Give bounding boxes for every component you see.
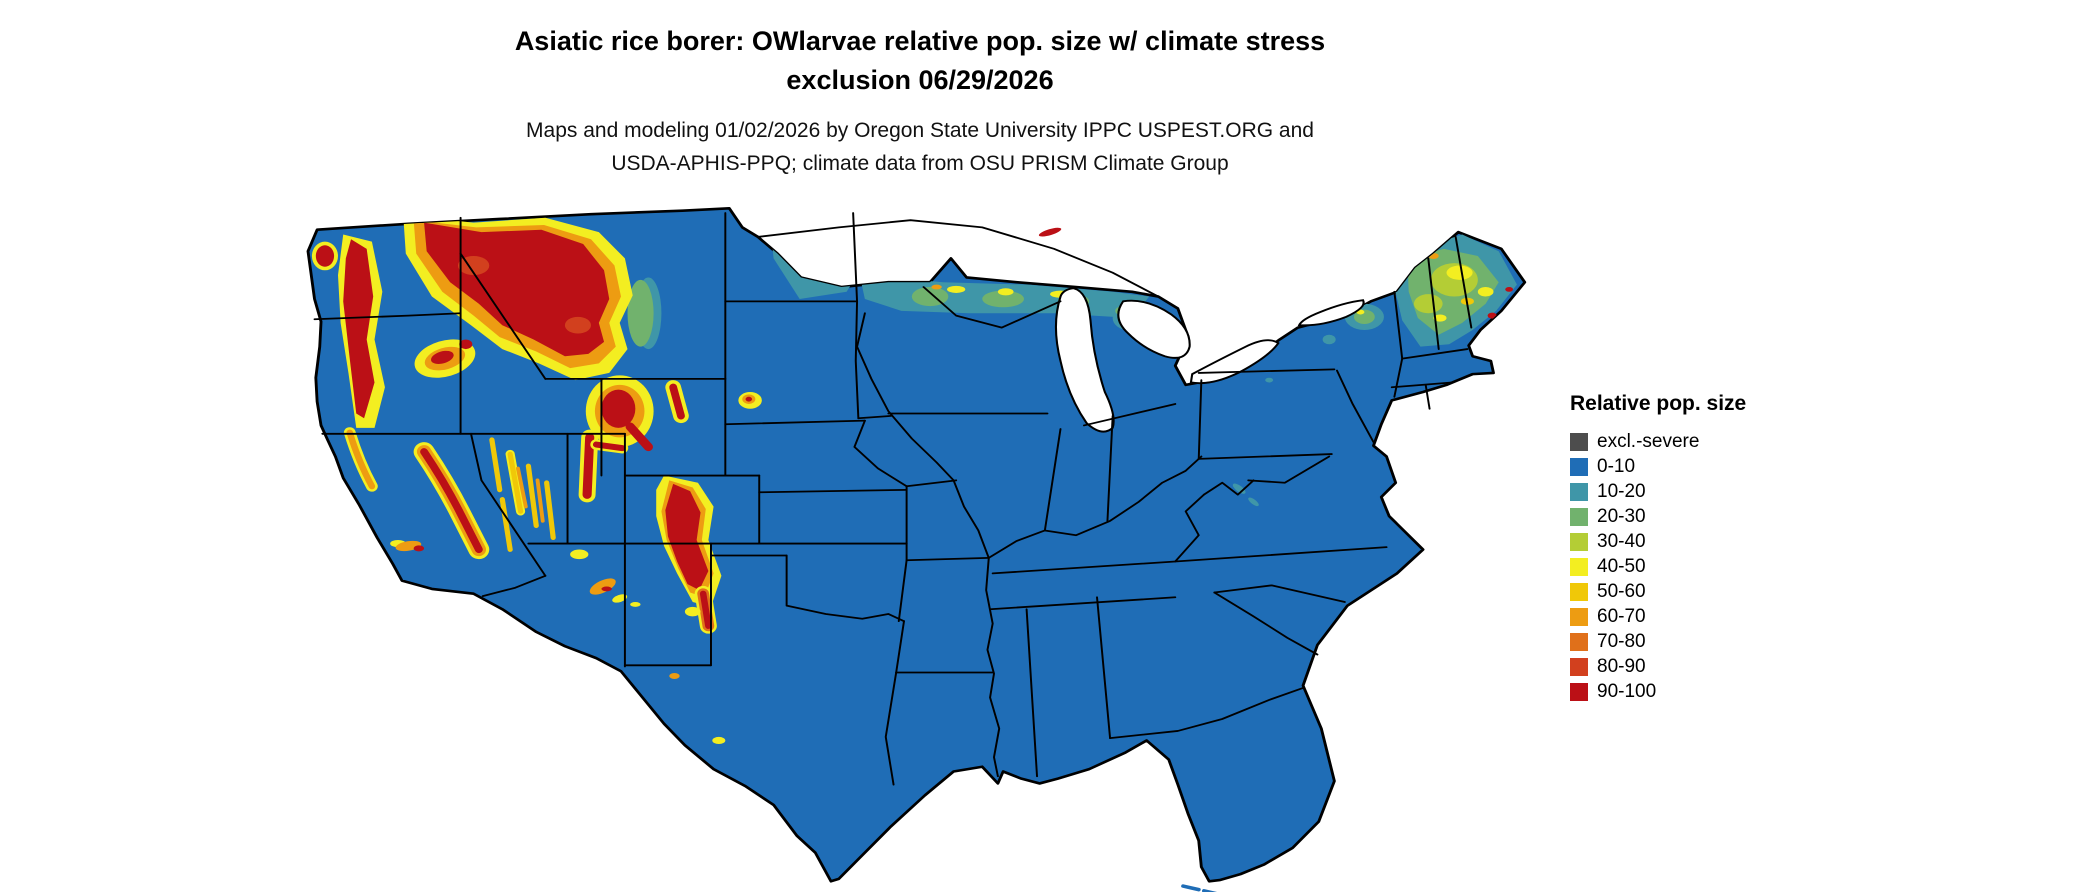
lake-michigan bbox=[1054, 287, 1115, 433]
legend-label: excl.-severe bbox=[1597, 431, 1700, 452]
legend-swatch bbox=[1570, 682, 1588, 701]
us-map-svg bbox=[306, 206, 1527, 892]
subtitle-line-2: USDA-APHIS-PPQ; climate data from OSU PR… bbox=[611, 152, 1229, 175]
legend-item: 30-40 bbox=[1570, 529, 1746, 554]
legend-label: 30-40 bbox=[1597, 531, 1646, 552]
legend-item: excl.-severe bbox=[1570, 429, 1746, 454]
state-borders bbox=[313, 212, 1473, 786]
legend-item: 40-50 bbox=[1570, 554, 1746, 579]
legend-swatch bbox=[1570, 457, 1588, 476]
legend-swatch bbox=[1570, 582, 1588, 601]
legend-label: 60-70 bbox=[1597, 606, 1646, 627]
legend-label: 20-30 bbox=[1597, 506, 1646, 527]
legend-swatch bbox=[1570, 657, 1588, 676]
title-line-1: Asiatic rice borer: OWlarvae relative po… bbox=[514, 26, 1326, 56]
legend-label: 50-60 bbox=[1597, 581, 1646, 602]
map-legend: Relative pop. size excl.-severe 0-10 10-… bbox=[1570, 392, 1746, 704]
legend-swatch bbox=[1570, 632, 1588, 651]
legend-label: 70-80 bbox=[1597, 631, 1646, 652]
legend-label: 10-20 bbox=[1597, 481, 1646, 502]
florida-keys-mark bbox=[1202, 889, 1218, 892]
lake-huron bbox=[1117, 299, 1191, 359]
legend-item: 90-100 bbox=[1570, 679, 1746, 704]
legend-item: 70-80 bbox=[1570, 629, 1746, 654]
figure-subtitle: Maps and modeling 01/02/2026 by Oregon S… bbox=[0, 114, 1840, 180]
legend-label: 80-90 bbox=[1597, 656, 1646, 677]
legend-item: 50-60 bbox=[1570, 579, 1746, 604]
lake-ontario bbox=[1297, 299, 1365, 327]
legend-item: 20-30 bbox=[1570, 504, 1746, 529]
legend-item: 80-90 bbox=[1570, 654, 1746, 679]
legend-swatch bbox=[1570, 532, 1588, 551]
legend-swatch bbox=[1570, 507, 1588, 526]
legend-item: 10-20 bbox=[1570, 479, 1746, 504]
legend-label: 0-10 bbox=[1597, 456, 1636, 477]
legend-item: 0-10 bbox=[1570, 454, 1746, 479]
legend-title: Relative pop. size bbox=[1570, 392, 1747, 415]
page-title: Asiatic rice borer: OWlarvae relative po… bbox=[0, 22, 1840, 100]
figure-header: Asiatic rice borer: OWlarvae relative po… bbox=[0, 22, 1840, 180]
legend-swatch bbox=[1570, 607, 1588, 626]
subtitle-line-1: Maps and modeling 01/02/2026 by Oregon S… bbox=[526, 119, 1314, 142]
legend-swatch bbox=[1570, 482, 1588, 501]
legend-label: 40-50 bbox=[1597, 556, 1646, 577]
us-choropleth-map bbox=[278, 182, 1530, 892]
title-line-2: exclusion 06/29/2026 bbox=[786, 65, 1054, 95]
florida-keys-mark bbox=[1181, 884, 1201, 892]
legend-label: 90-100 bbox=[1597, 681, 1657, 702]
isle-royale-mark bbox=[1038, 227, 1062, 237]
legend-swatch bbox=[1570, 432, 1588, 451]
legend-swatch bbox=[1570, 557, 1588, 576]
legend-items: excl.-severe 0-10 10-20 20-30 30-40 40-5… bbox=[1570, 429, 1746, 704]
legend-item: 60-70 bbox=[1570, 604, 1746, 629]
